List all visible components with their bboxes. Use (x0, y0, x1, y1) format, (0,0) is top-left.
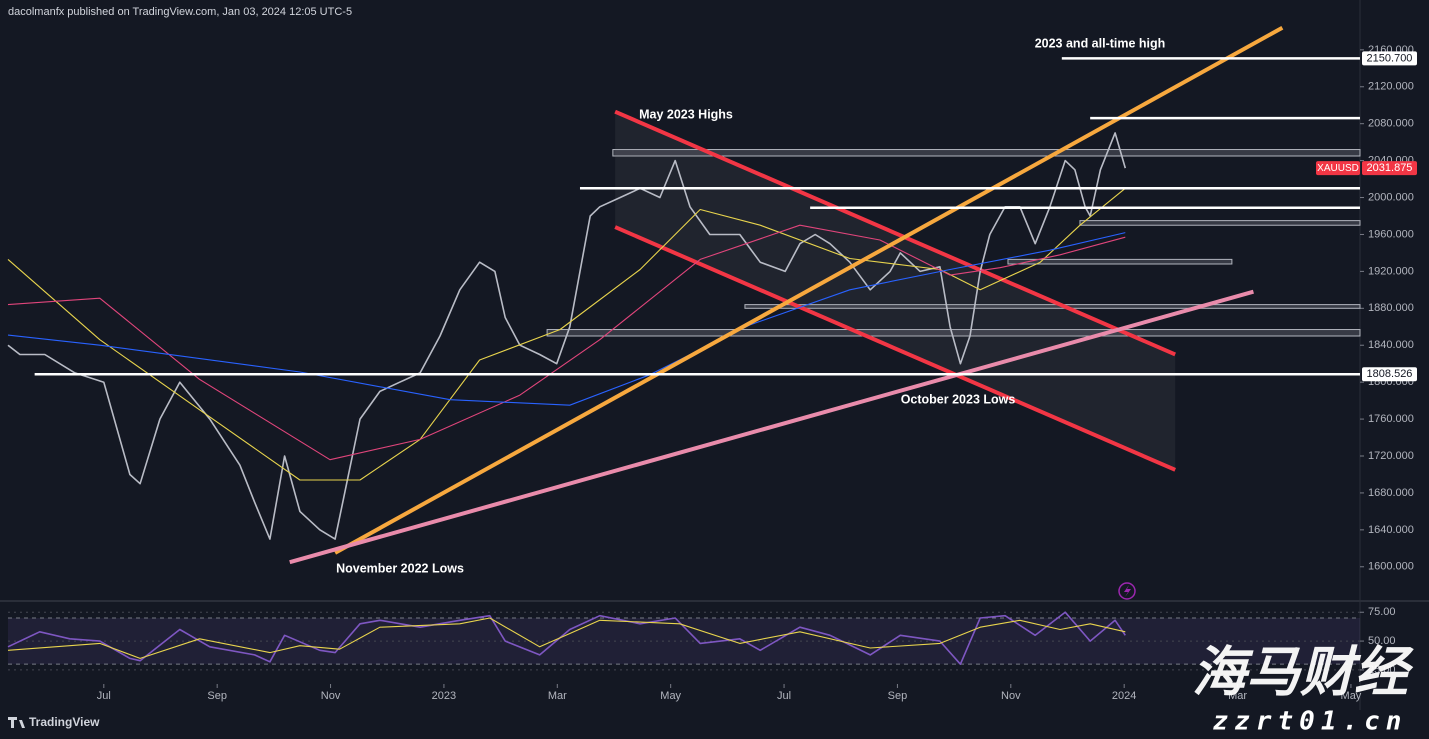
watermark-site: zzrt01.cn (1213, 707, 1408, 737)
x-tick-label: Nov (321, 690, 341, 702)
x-tick-label: May (660, 690, 681, 702)
x-tick-label: 2024 (1112, 690, 1136, 702)
y-tick-label: 1840.000 (1368, 339, 1414, 351)
channel-line (614, 225, 1176, 472)
level-tag-label: 1808.526 (1367, 368, 1413, 380)
trendline (334, 25, 1284, 555)
x-tick-label: May (1341, 690, 1362, 702)
brand-name[interactable]: TradingView (29, 715, 100, 729)
level-tag (1362, 367, 1417, 382)
annotation: May 2023 Highs (639, 107, 733, 121)
y-tick-label: 2080.000 (1368, 118, 1414, 130)
zone (744, 304, 1361, 309)
y-tick-label: 75.00 (1368, 606, 1396, 618)
annotation: October 2023 Lows (901, 392, 1016, 406)
x-tick-label: 2023 (432, 690, 456, 702)
y-tick-label: 1680.000 (1368, 487, 1414, 499)
price-tag-label: 2031.875 (1367, 162, 1413, 174)
annotation: 2023 and all-time high (1035, 36, 1166, 50)
y-tick-label: 1720.000 (1368, 450, 1414, 462)
level-tag (1362, 51, 1417, 66)
plot-layers: 1600.000 1640.000 1680.000 1720.000 1760.000… (7, 25, 1417, 702)
series-line (7, 224, 1126, 461)
alert-icon[interactable] (1118, 582, 1136, 600)
y-tick-label: 1760.000 (1368, 413, 1414, 425)
brand-logo[interactable] (8, 717, 25, 728)
x-tick-label: Mar (548, 690, 567, 702)
symbol-tag (1316, 161, 1360, 176)
alert-icon-ring[interactable] (1118, 582, 1136, 600)
channel-shade (615, 111, 1176, 470)
y-tick-label: 1960.000 (1368, 228, 1414, 240)
brand[interactable]: TradingView (8, 715, 100, 729)
x-tick-label: Jul (97, 690, 111, 702)
level-tag-label: 2150.700 (1367, 52, 1413, 64)
series-line (7, 617, 1126, 659)
zone (1079, 220, 1361, 226)
x-tick-label: Jul (777, 690, 791, 702)
y-tick-label: 2120.000 (1368, 81, 1414, 93)
annotation: November 2022 Lows (336, 561, 464, 575)
x-tick-label: Sep (888, 690, 908, 702)
y-tick-label: 2000.000 (1368, 191, 1414, 203)
symbol-tag-label: XAUUSD (1317, 163, 1359, 174)
x-tick-label: Sep (207, 690, 227, 702)
zone (546, 329, 1361, 337)
zone (612, 149, 1361, 157)
watermark-title: 海马财经 (1192, 642, 1414, 702)
series-line (7, 611, 1126, 665)
series-line (7, 187, 1126, 481)
y-tick-label: 25.00 (1368, 664, 1396, 676)
x-tick-label: Nov (1001, 690, 1021, 702)
y-tick-label: 1640.000 (1368, 524, 1414, 536)
zone (1007, 258, 1233, 265)
trendline (289, 289, 1254, 565)
series-line (7, 132, 1127, 540)
price-tag (1362, 161, 1417, 176)
channel-line (614, 109, 1176, 357)
alert-icon-bolt[interactable] (1124, 585, 1131, 597)
x-tick-label: Mar (1228, 690, 1247, 702)
y-tick-label: 1880.000 (1368, 302, 1414, 314)
y-tick-label: 50.00 (1368, 635, 1396, 647)
y-tick-label: 1920.000 (1368, 265, 1414, 277)
y-tick-label: 1600.000 (1368, 561, 1414, 573)
header: dacolmanfx published on TradingView.com,… (8, 6, 352, 18)
